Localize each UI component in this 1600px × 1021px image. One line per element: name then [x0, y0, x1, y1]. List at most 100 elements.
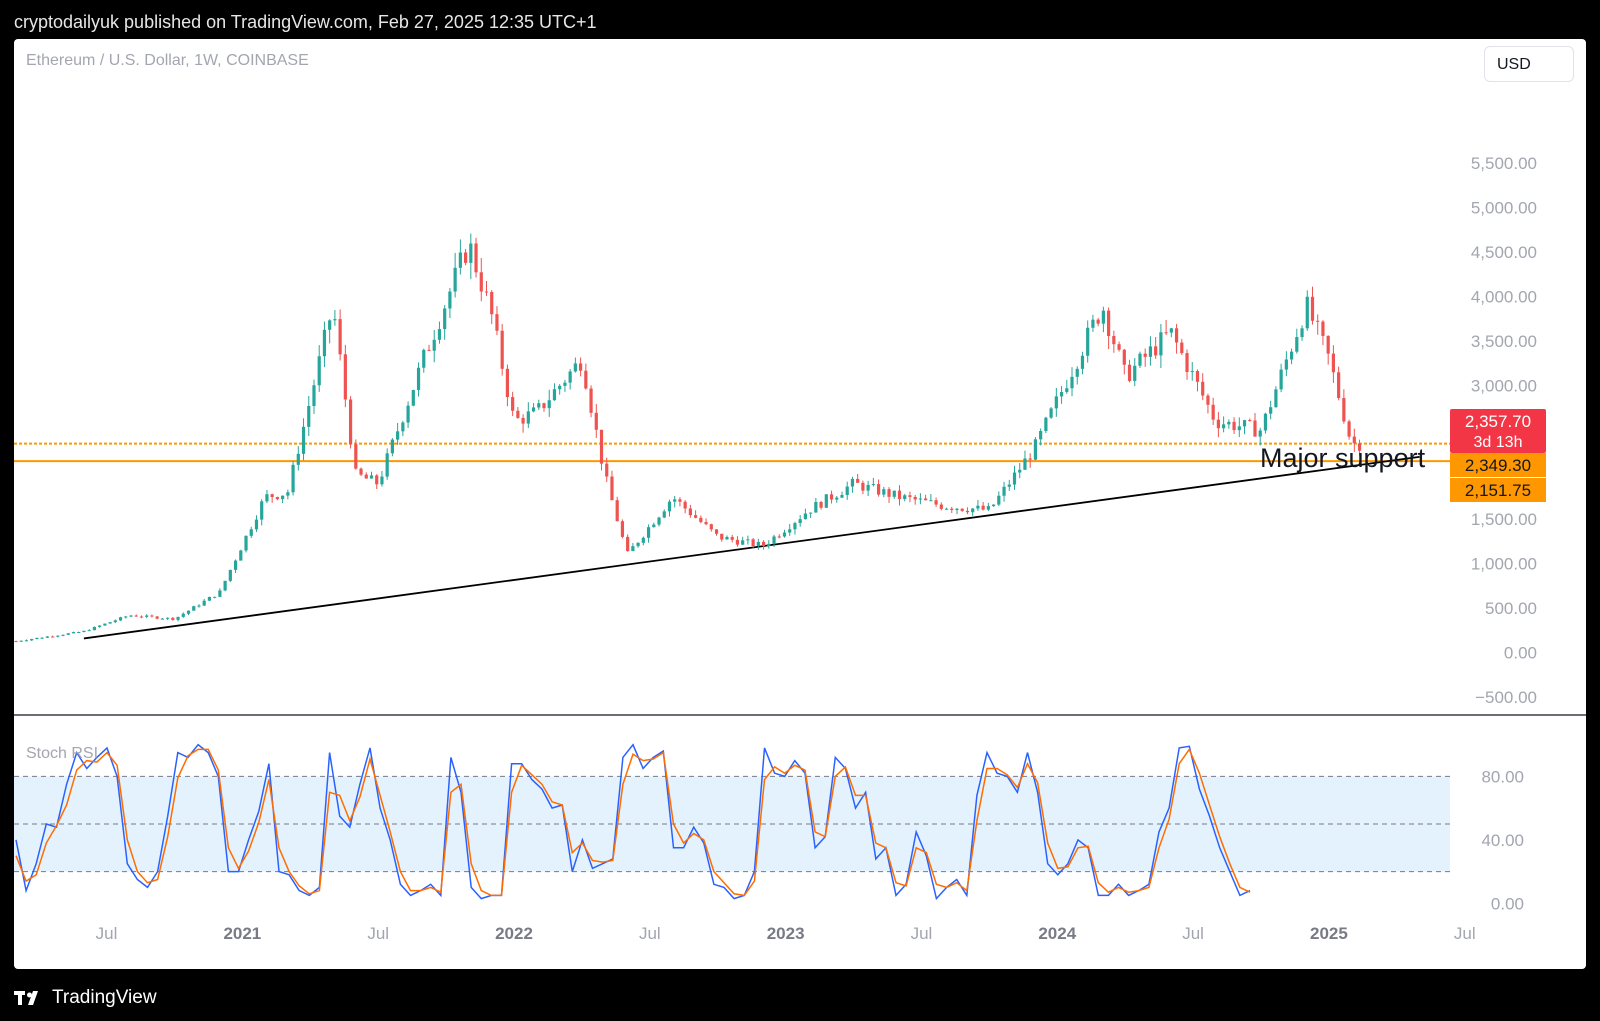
candle-body [1211, 404, 1215, 420]
chart-canvas[interactable]: 5,500.00 5,000.00 4,500.00 4,000.00 3,500.00… [14, 39, 1586, 969]
support-level-badge-label: 2,151.75 [1465, 481, 1531, 500]
candle-body [270, 494, 274, 498]
candle-body [87, 630, 91, 632]
candle-body [150, 615, 154, 617]
price-axis-tick-label: 3,000.00 [1471, 377, 1537, 396]
candle-body [730, 536, 734, 540]
candle-body [924, 498, 928, 501]
candle-body [30, 638, 34, 641]
candle-body [1148, 346, 1153, 357]
stoch-axis-tick-label: 40.00 [1481, 831, 1524, 850]
candle-body [260, 501, 264, 520]
candle-body [375, 475, 379, 485]
candle-body [866, 484, 870, 491]
candle-body [950, 508, 954, 510]
candle-body [1316, 320, 1320, 322]
candle-body [605, 463, 609, 477]
candle-body [835, 497, 839, 500]
candle-body [1096, 319, 1100, 324]
candle-body [1269, 407, 1273, 414]
candle-body [192, 606, 196, 611]
candle-body [714, 529, 719, 534]
candle-body [213, 596, 217, 598]
candle-body [767, 543, 771, 547]
candle-body [568, 371, 572, 383]
candle-body [1007, 484, 1011, 487]
candle-body [14, 641, 18, 643]
candle-body [610, 476, 614, 501]
candle-body [1263, 413, 1268, 431]
tradingview-footer: TradingView [14, 983, 157, 1013]
candle-body [145, 615, 149, 617]
candle-body [756, 541, 760, 546]
candle-body [385, 453, 389, 477]
candlestick-series [14, 233, 1362, 643]
candle-body [918, 498, 923, 500]
current-price-badge [1450, 409, 1546, 453]
candle-body [458, 252, 462, 268]
candle-body [809, 512, 813, 514]
candle-body [856, 478, 860, 483]
candle-body [741, 540, 745, 545]
candle-body [1101, 310, 1105, 324]
candle-body [401, 422, 405, 432]
candle-body [1033, 439, 1038, 460]
candle-body [118, 617, 123, 621]
candle-body [1232, 421, 1236, 431]
stoch-k-line [15, 743, 1251, 901]
candle-body [197, 605, 201, 607]
candle-body [1028, 458, 1032, 460]
candle-body [364, 474, 368, 479]
candle-body [484, 291, 489, 293]
price-axis-tick-label: 500.00 [1485, 599, 1537, 618]
candle-body [516, 410, 520, 418]
candle-body [662, 511, 666, 518]
candle-body [876, 484, 881, 495]
candle-body [641, 537, 645, 543]
candle-body [233, 560, 238, 570]
candle-body [573, 363, 577, 372]
candle-body [296, 453, 300, 465]
chart-frame[interactable]: 5,500.00 5,000.00 4,500.00 4,000.00 3,500.00… [14, 39, 1586, 969]
candle-body [338, 319, 342, 355]
candle-body [1326, 335, 1330, 354]
currency-button[interactable]: USD [1484, 46, 1574, 82]
candle-body [343, 354, 347, 400]
candle-body [56, 635, 60, 637]
candle-body [788, 529, 792, 533]
candle-body [281, 495, 285, 500]
price-axis-tick-label: 5,500.00 [1471, 154, 1537, 173]
candle-body [939, 504, 943, 509]
candle-body [1049, 408, 1053, 418]
candle-body [77, 631, 81, 633]
candle-body [1070, 376, 1074, 389]
candle-body [955, 508, 959, 510]
candle-body [720, 533, 724, 540]
candle-body [369, 475, 374, 479]
candle-body [448, 291, 452, 309]
candle-body [328, 320, 332, 330]
candle-body [1138, 353, 1142, 366]
candle-body [396, 431, 400, 440]
bar-countdown-label: 3d 13h [1474, 434, 1523, 451]
candle-body [500, 330, 504, 369]
candle-body [699, 517, 703, 523]
time-axis-tick-label: 2023 [767, 924, 805, 943]
candle-body [1044, 417, 1048, 432]
candle-body [71, 632, 76, 634]
candle-body [286, 492, 290, 496]
price-axis-tick-label: 1,000.00 [1471, 555, 1537, 574]
candle-body [976, 505, 980, 509]
candle-body [82, 630, 86, 632]
candle-body [1127, 364, 1132, 381]
footer-brand: TradingView [52, 987, 157, 1008]
candle-body [1086, 327, 1090, 356]
candle-body [824, 494, 828, 508]
candle-body [35, 637, 39, 639]
time-axis-tick-label: Jul [639, 924, 661, 943]
candle-body [552, 389, 557, 401]
candle-body [1002, 486, 1006, 496]
candle-body [1248, 420, 1252, 422]
price-axis-tick-label: −500.00 [1475, 688, 1537, 707]
candle-body [981, 505, 985, 510]
